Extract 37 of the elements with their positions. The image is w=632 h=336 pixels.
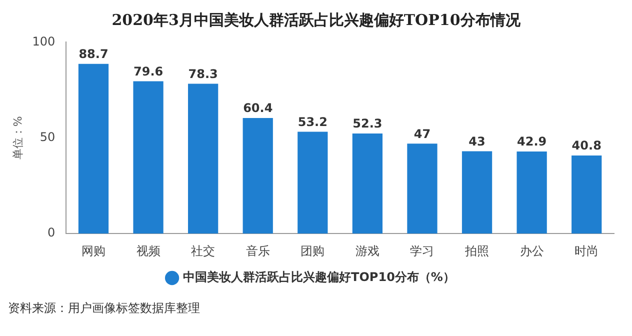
x-tick-label: 拍照 xyxy=(464,244,490,258)
text: 资料来源：用户画像标签数据库整理 xyxy=(8,300,201,317)
x-tick-label: 时尚 xyxy=(574,244,599,258)
x-tick-label: 视频 xyxy=(136,244,160,258)
x-tick-label: 网购 xyxy=(82,244,106,258)
x-tick-label: 音乐 xyxy=(246,244,270,258)
chart-title: 2020年3月中国美妆人群活跃占比兴趣偏好TOP10分布情况 xyxy=(110,10,522,31)
data-label: 88.7 xyxy=(78,46,108,61)
bar xyxy=(298,132,328,234)
x-tick-label: 社交 xyxy=(191,244,216,258)
bar xyxy=(572,156,602,234)
data-label: 47 xyxy=(414,126,431,141)
bar xyxy=(78,64,109,234)
y-tick-label: 100 xyxy=(32,34,56,48)
legend-label: 中国美妆人群活跃占比兴趣偏好TOP10分布（%） xyxy=(183,270,455,284)
bar xyxy=(516,151,547,234)
data-label: 53.2 xyxy=(298,114,328,129)
y-tick-label: 0 xyxy=(47,226,56,240)
data-label: 42.9 xyxy=(517,134,547,149)
data-label: 43 xyxy=(468,134,486,148)
data-label: 52.3 xyxy=(352,116,382,131)
bar xyxy=(133,81,164,234)
y-axis-title: 单位：% xyxy=(11,116,24,160)
x-tick-label: 学习 xyxy=(410,244,434,258)
data-label: 40.8 xyxy=(572,138,602,153)
x-tick-label: 游戏 xyxy=(355,244,380,258)
bar xyxy=(188,84,218,234)
y-tick-label: 50 xyxy=(40,130,56,144)
x-tick-label: 团购 xyxy=(300,244,325,258)
bar xyxy=(242,118,273,234)
data-label: 79.6 xyxy=(133,64,164,78)
bar xyxy=(352,134,383,234)
data-label: 60.4 xyxy=(243,101,273,116)
data-label: 78.3 xyxy=(188,66,218,81)
x-tick-label: 办公 xyxy=(520,244,544,258)
bar xyxy=(462,151,492,234)
bar xyxy=(407,144,438,234)
